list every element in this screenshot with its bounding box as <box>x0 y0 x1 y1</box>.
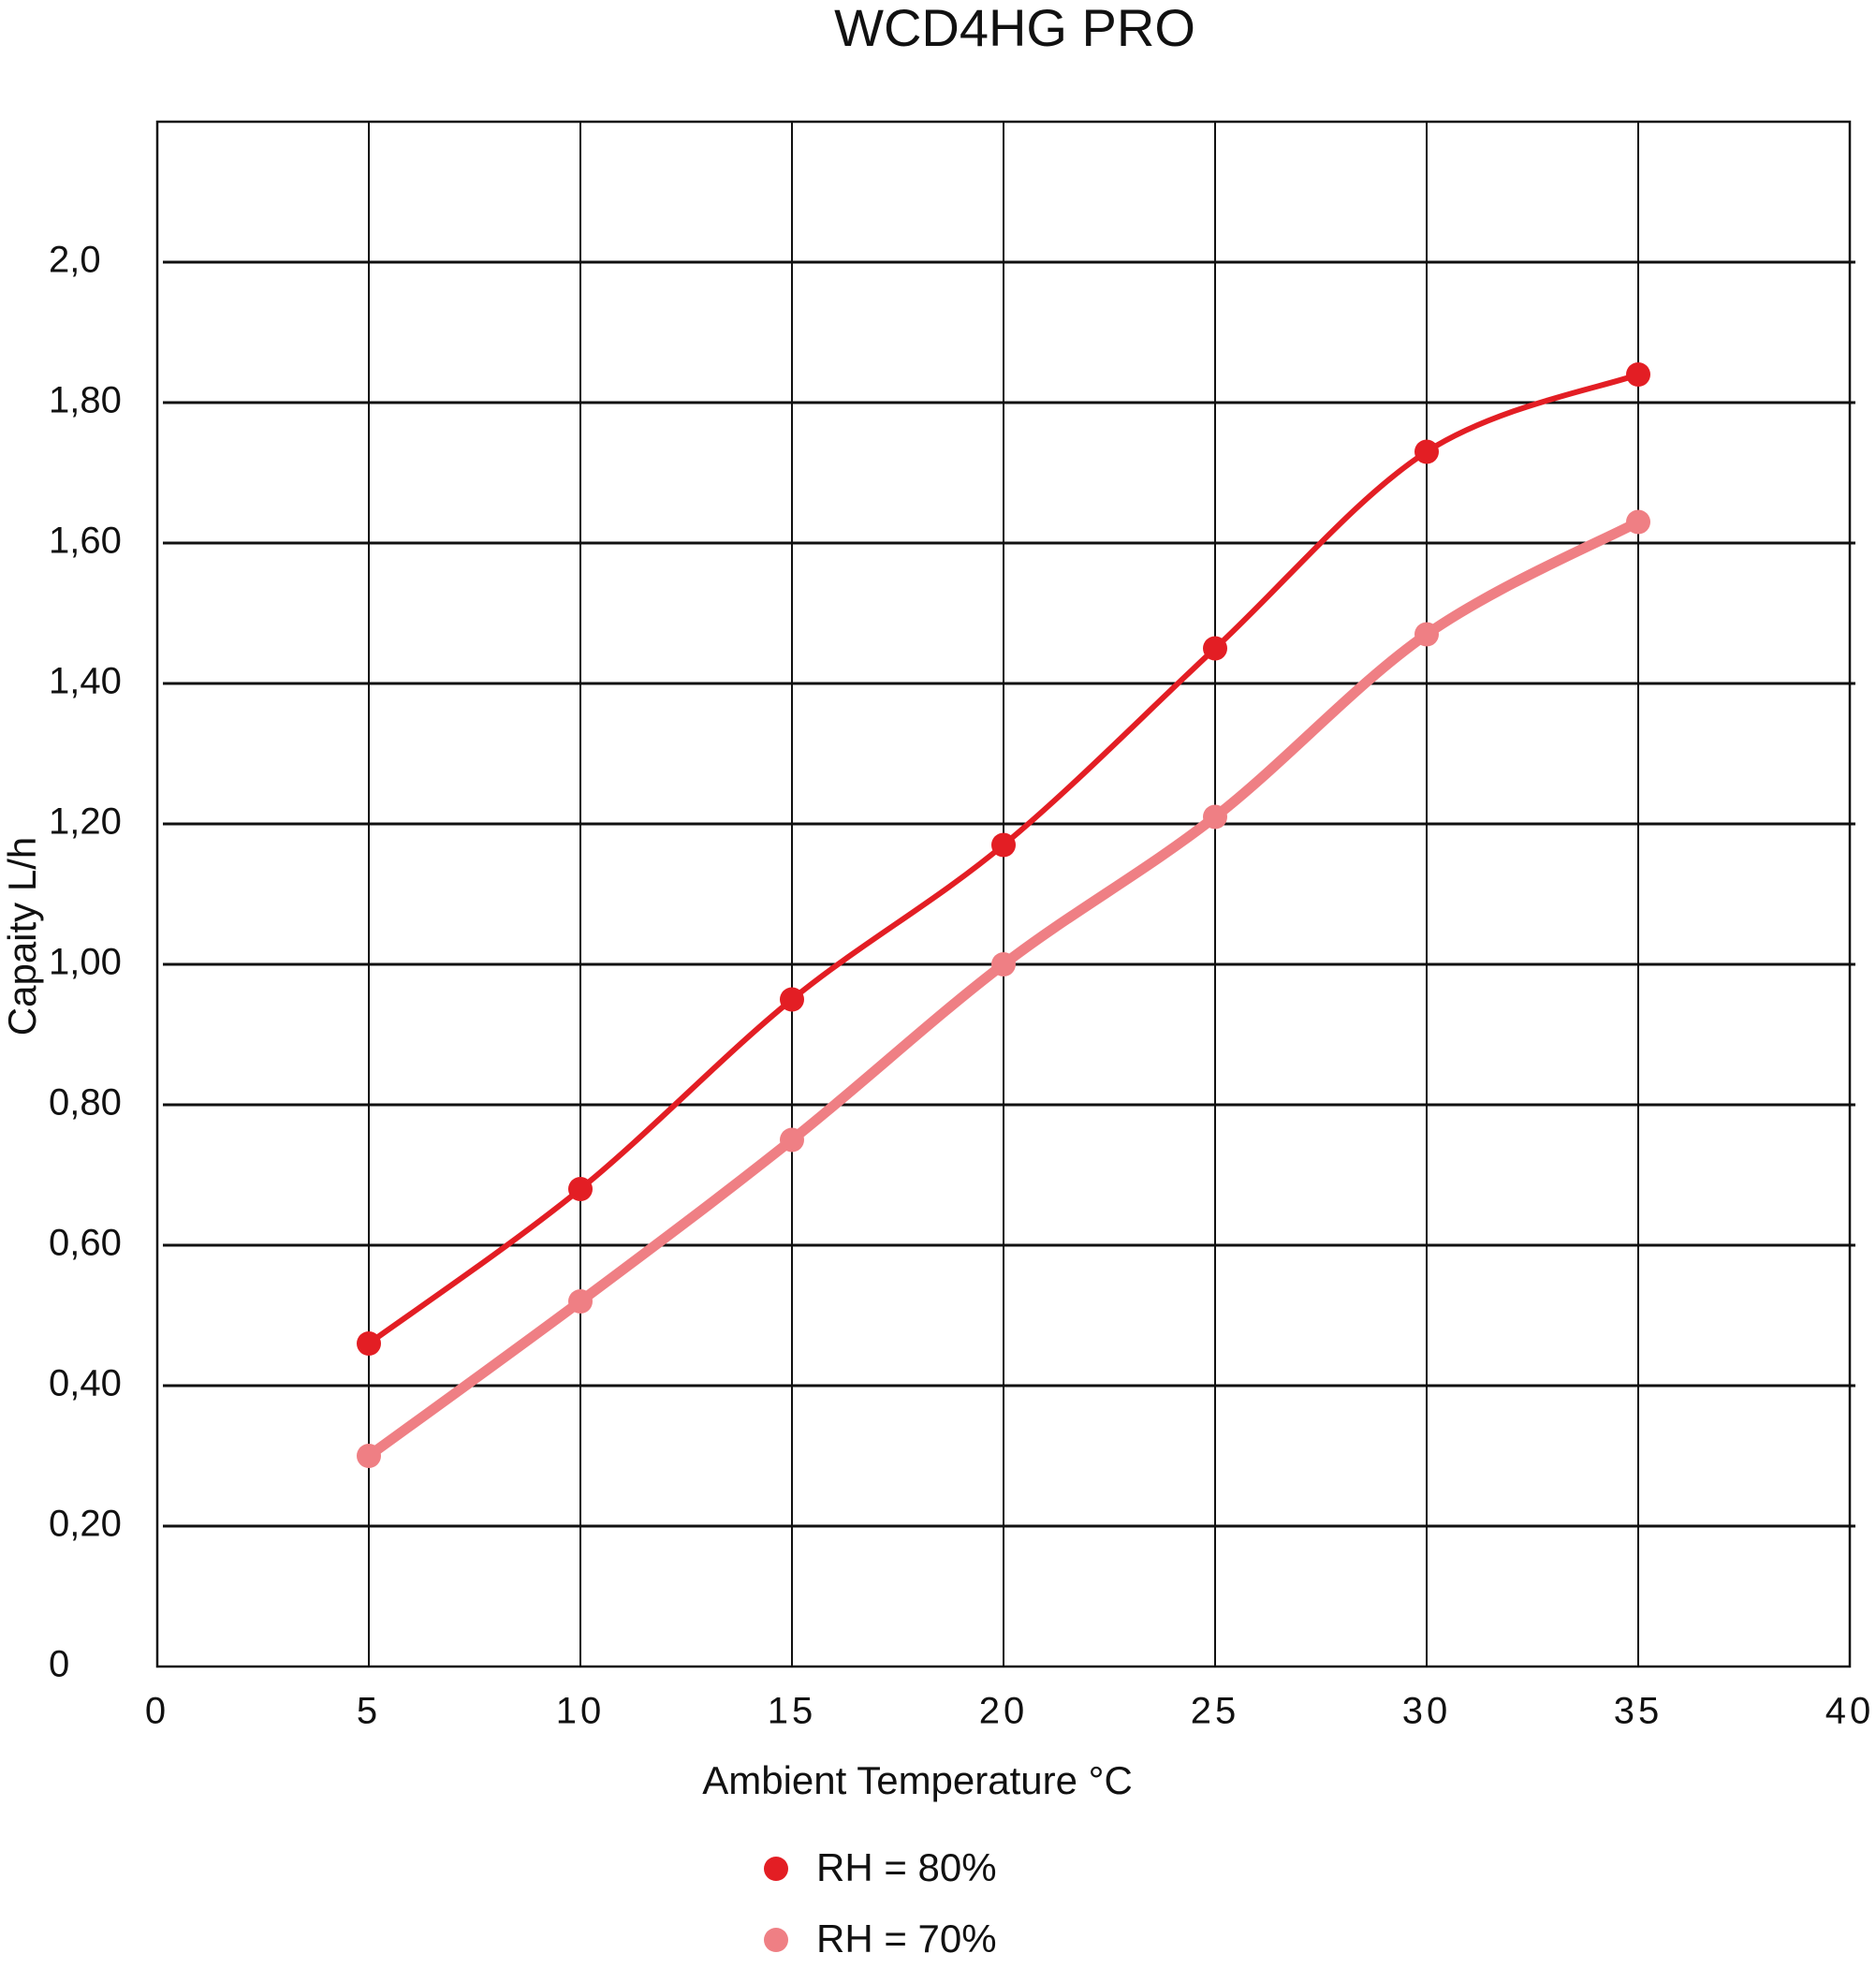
data-point <box>991 952 1016 977</box>
data-point <box>1626 362 1650 387</box>
y-tick-label: 1,60 <box>49 521 122 562</box>
y-tick-label: 1,20 <box>49 801 122 843</box>
data-point <box>1203 804 1227 830</box>
data-point <box>780 987 804 1012</box>
data-point <box>568 1289 593 1314</box>
x-tick-label: 25 <box>1191 1691 1240 1732</box>
data-point <box>568 1177 593 1201</box>
x-axis-label: Ambient Temperature °C <box>702 1758 1133 1802</box>
x-tick-label: 10 <box>556 1691 606 1732</box>
data-point <box>357 1331 381 1356</box>
x-tick-label: 40 <box>1825 1691 1875 1732</box>
plot-frame <box>155 120 1852 1668</box>
x-tick-label: 30 <box>1402 1691 1452 1732</box>
y-tick-label: 0,40 <box>49 1363 122 1404</box>
legend-marker <box>764 1928 788 1952</box>
data-point <box>1414 439 1439 464</box>
legend-marker <box>764 1857 788 1881</box>
x-tick-label: 15 <box>768 1691 817 1732</box>
x-tick-label: 0 <box>145 1691 169 1732</box>
data-point <box>1626 509 1650 535</box>
x-tick-label: 5 <box>357 1691 381 1732</box>
y-tick-label: 1,40 <box>49 661 122 702</box>
y-axis-label: Capaity L/h <box>0 837 44 1035</box>
data-point <box>1203 636 1227 661</box>
legend-label: RH = 80% <box>816 1845 997 1889</box>
y-tick-label: 0,20 <box>49 1504 122 1545</box>
x-tick-label: 20 <box>979 1691 1029 1732</box>
y-tick-label: 0,60 <box>49 1223 122 1264</box>
y-tick-label: 0 <box>49 1644 69 1685</box>
data-point <box>780 1127 804 1153</box>
y-tick-label: 0,80 <box>49 1082 122 1124</box>
legend-label: RH = 70% <box>816 1917 997 1961</box>
chart-title: WCD4HG PRO <box>834 0 1195 57</box>
y-tick-label: 1,80 <box>49 380 122 421</box>
x-tick-label: 35 <box>1614 1691 1663 1732</box>
data-point <box>991 832 1016 858</box>
y-tick-label: 1,00 <box>49 942 122 983</box>
data-point <box>357 1444 381 1468</box>
y-tick-label: 2,0 <box>49 240 101 281</box>
data-point <box>1414 622 1439 647</box>
